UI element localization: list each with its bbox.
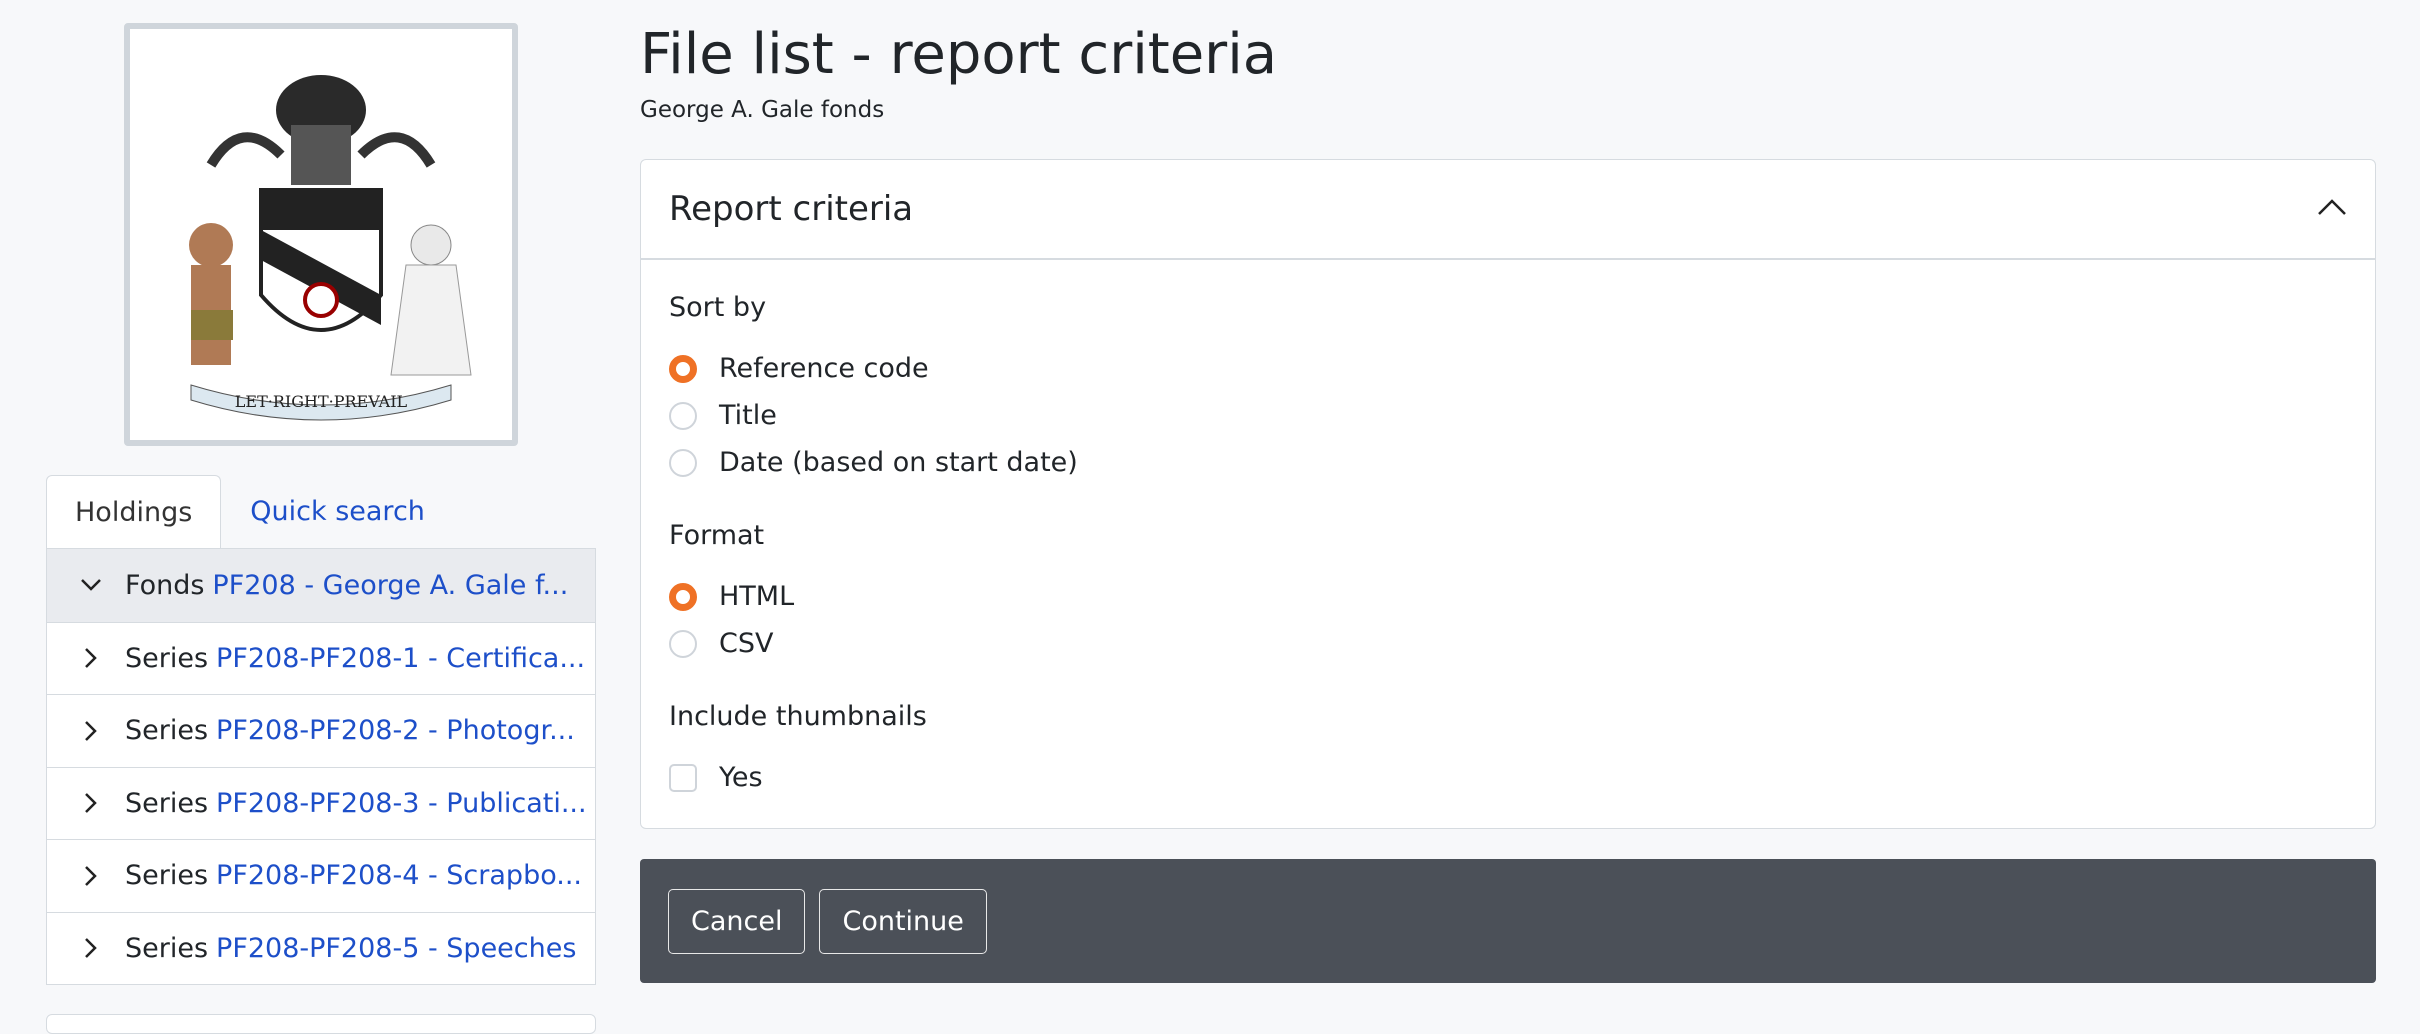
tree-item-link[interactable]: PF208 - George A. Gale f... [212, 569, 569, 601]
sort-option-date[interactable]: Date (based on start date) [669, 439, 2347, 486]
report-criteria-card: Report criteria Sort by Reference code T… [640, 159, 2376, 829]
thumbnails-label: Include thumbnails [669, 701, 927, 732]
option-label: Yes [719, 762, 763, 793]
format-group: Format HTML CSV [669, 520, 2347, 667]
option-label: HTML [719, 581, 795, 612]
tab-holdings[interactable]: Holdings [46, 475, 222, 548]
tree-item-fonds[interactable]: Fonds PF208 - George A. Gale f... [47, 549, 595, 622]
tree-item-series[interactable]: Series PF208-PF208-1 - Certifica... [47, 621, 595, 695]
option-label: Date (based on start date) [719, 447, 1078, 478]
holdings-tree: Fonds PF208 - George A. Gale f... Series… [46, 548, 596, 985]
sort-by-group: Sort by Reference code Title Date (based… [669, 292, 2347, 486]
option-label: CSV [719, 628, 774, 659]
radio-button[interactable] [669, 629, 697, 658]
chevron-right-icon[interactable] [77, 792, 105, 814]
sidebar-tabs: Holdings Quick search [46, 475, 596, 548]
card-header[interactable]: Report criteria [641, 160, 2375, 260]
chevron-right-icon[interactable] [77, 647, 105, 669]
tree-item-level: Series [125, 787, 209, 819]
tree-item-series[interactable]: Series PF208-PF208-5 - Speeches [47, 911, 595, 985]
format-option-html[interactable]: HTML [669, 573, 2347, 620]
thumbnails-option-yes[interactable]: Yes [669, 754, 2347, 801]
tree-item-link[interactable]: PF208-PF208-5 - Speeches [216, 932, 577, 964]
tree-item-level: Series [125, 715, 209, 747]
radio-button[interactable] [669, 448, 697, 477]
radio-button[interactable] [669, 354, 697, 383]
format-label: Format [669, 520, 765, 551]
page-title: File list - report criteria [640, 22, 1278, 87]
chevron-right-icon[interactable] [77, 720, 105, 742]
tree-item-link[interactable]: PF208-PF208-2 - Photogr... [216, 715, 575, 747]
sort-option-title[interactable]: Title [669, 392, 2347, 439]
coat-of-arms-icon: LET·RIGHT·PREVAIL [189, 74, 472, 420]
logo-motto: LET·RIGHT·PREVAIL [235, 392, 408, 411]
tree-item-series[interactable]: Series PF208-PF208-4 - Scrapbo... [47, 839, 595, 912]
chevron-down-icon[interactable] [77, 578, 105, 592]
thumbnails-group: Include thumbnails Yes [669, 701, 2347, 801]
institution-logo: LET·RIGHT·PREVAIL [124, 23, 518, 446]
radio-button[interactable] [669, 401, 697, 430]
sidebar-next-panel [46, 1014, 596, 1034]
continue-button[interactable]: Continue [819, 888, 987, 954]
option-label: Reference code [719, 353, 929, 384]
format-option-csv[interactable]: CSV [669, 620, 2347, 667]
option-label: Title [719, 400, 777, 431]
chevron-right-icon[interactable] [77, 937, 105, 959]
tree-item-series[interactable]: Series PF208-PF208-2 - Photogr... [47, 694, 595, 767]
tree-item-level: Series [125, 860, 209, 892]
tree-item-level: Series [125, 932, 209, 964]
chevron-right-icon[interactable] [77, 865, 105, 887]
checkbox[interactable] [669, 763, 697, 792]
tree-item-level: Fonds [125, 569, 205, 601]
card-title: Report criteria [669, 189, 914, 229]
radio-button[interactable] [669, 582, 697, 611]
tab-quick-search[interactable]: Quick search [250, 496, 425, 527]
tree-item-link[interactable]: PF208-PF208-4 - Scrapbo... [216, 860, 582, 892]
cancel-button[interactable]: Cancel [668, 888, 806, 954]
action-bar: Cancel Continue [640, 859, 2376, 983]
tree-item-series[interactable]: Series PF208-PF208-3 - Publicati... [47, 766, 595, 840]
page-subtitle: George A. Gale fonds [640, 97, 885, 123]
tree-item-link[interactable]: PF208-PF208-3 - Publicati... [216, 787, 587, 819]
sort-option-reference-code[interactable]: Reference code [669, 345, 2347, 392]
tree-item-link[interactable]: PF208-PF208-1 - Certifica... [216, 642, 586, 674]
chevron-up-icon[interactable] [2317, 198, 2347, 220]
sort-by-label: Sort by [669, 292, 767, 323]
tree-item-level: Series [125, 642, 209, 674]
